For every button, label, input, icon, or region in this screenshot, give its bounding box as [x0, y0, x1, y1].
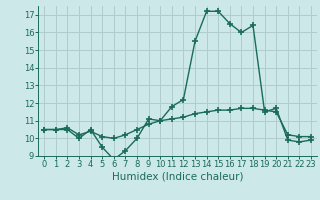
X-axis label: Humidex (Indice chaleur): Humidex (Indice chaleur)	[112, 172, 243, 182]
